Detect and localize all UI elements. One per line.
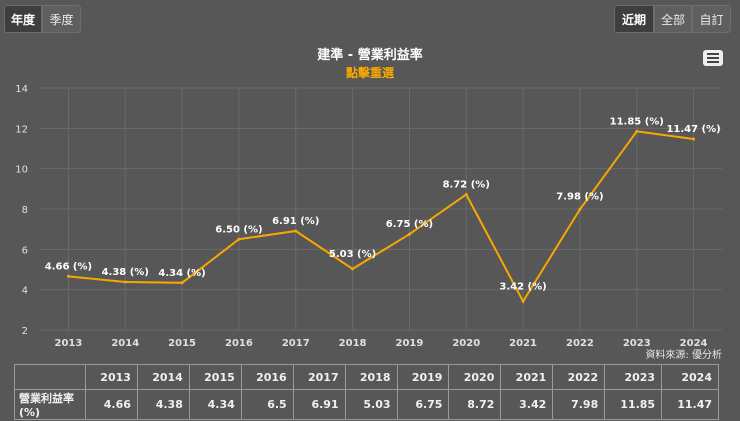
y-tick-label: 2	[22, 326, 28, 337]
data-point	[521, 299, 525, 303]
table-cell: 4.34	[188, 389, 242, 420]
x-tick-label: 2024	[680, 338, 708, 349]
table-header-cell: 2018	[344, 364, 398, 390]
x-tick-label: 2018	[339, 338, 367, 349]
table-cell: 3.42	[500, 389, 554, 420]
x-tick-label: 2022	[566, 338, 594, 349]
table-cell: 4.66	[85, 389, 138, 420]
table-cell: 6.91	[292, 389, 346, 420]
x-tick-label: 2013	[54, 338, 82, 349]
table-header-cell: 2019	[396, 364, 450, 390]
table-header-cell: 2013	[85, 364, 138, 390]
data-point	[66, 274, 70, 278]
table-cell: 5.03	[344, 389, 398, 420]
y-tick-label: 4	[22, 286, 28, 297]
series-line	[68, 130, 694, 304]
source-credit: 資料來源: 優分析	[645, 350, 722, 361]
data-table: 2013 2014 2015 2016 2017 2018 2019 2020 2021 2022…	[14, 364, 719, 420]
table-row: 營業利益率(%) 4.66 4.38 4.34 6.5 6.91 5.03 6.75 8.72 3…	[14, 389, 719, 420]
table-corner-cell	[14, 364, 86, 390]
x-tick-label: 2015	[168, 338, 196, 349]
y-tick-label: 6	[22, 245, 28, 256]
data-point	[692, 137, 696, 141]
chart-menu-icon[interactable]	[703, 50, 723, 66]
y-tick-label: 8	[22, 205, 28, 216]
data-point	[407, 232, 411, 236]
range-recent-button[interactable]: 近期	[614, 5, 654, 33]
table-cell: 4.38	[136, 389, 190, 420]
x-tick-label: 2021	[509, 338, 537, 349]
data-label: 4.34 (%)	[158, 268, 205, 279]
data-label: 5.03 (%)	[329, 249, 376, 260]
x-tick-label: 2023	[623, 338, 651, 349]
table-header-cell: 2016	[240, 364, 294, 390]
data-label: 4.66 (%)	[45, 261, 92, 272]
chart-reset-link[interactable]: 點擊重選	[345, 66, 394, 80]
data-point	[351, 267, 355, 271]
data-label: 11.85 (%)	[610, 116, 664, 127]
table-cell: 8.72	[448, 389, 502, 420]
data-label: 3.42 (%)	[499, 281, 546, 292]
table-cell: 6.5	[240, 389, 294, 420]
y-tick-label: 14	[15, 84, 28, 95]
table-cell: 11.85	[604, 389, 663, 420]
y-tick-label: 12	[15, 124, 28, 135]
table-header-cell: 2014	[136, 364, 190, 390]
data-point	[123, 280, 127, 284]
x-tick-label: 2020	[452, 338, 480, 349]
table-header-cell: 2021	[500, 364, 554, 390]
data-label: 6.50 (%)	[215, 224, 262, 235]
data-point	[237, 237, 241, 241]
tab-annual[interactable]: 年度	[4, 5, 42, 33]
table-cell: 6.75	[396, 389, 450, 420]
x-tick-label: 2017	[282, 338, 310, 349]
data-label: 7.98 (%)	[556, 191, 603, 202]
data-label: 6.91 (%)	[272, 216, 319, 227]
data-point	[180, 281, 184, 285]
table-header-cell: 2022	[552, 364, 606, 390]
table-header-row: 2013 2014 2015 2016 2017 2018 2019 2020 2021 2022…	[14, 364, 719, 390]
data-label: 6.75 (%)	[386, 219, 433, 230]
table-header-cell: 2017	[292, 364, 346, 390]
table-header-cell: 2015	[188, 364, 242, 390]
data-point	[464, 192, 468, 196]
x-tick-label: 2014	[111, 338, 139, 349]
table-cell: 11.47	[661, 389, 719, 420]
data-label: 4.38 (%)	[102, 267, 149, 278]
data-point	[294, 229, 298, 233]
range-all-button[interactable]: 全部	[654, 5, 692, 33]
table-header-cell: 2024	[661, 364, 719, 390]
data-point	[635, 129, 639, 133]
table-row-label: 營業利益率(%)	[14, 389, 86, 420]
x-tick-label: 2019	[395, 338, 423, 349]
data-point	[578, 207, 582, 211]
data-label: 8.72 (%)	[443, 179, 490, 190]
x-tick-label: 2016	[225, 338, 253, 349]
table-header-cell: 2023	[604, 364, 663, 390]
y-tick-label: 10	[15, 165, 28, 176]
table-header-cell: 2020	[448, 364, 502, 390]
tab-quarterly[interactable]: 季度	[42, 5, 81, 33]
range-custom-button[interactable]: 自訂	[692, 5, 731, 33]
table-cell: 7.98	[552, 389, 606, 420]
data-label: 11.47 (%)	[666, 124, 720, 135]
chart-title: 建準 - 營業利益率	[317, 48, 423, 63]
